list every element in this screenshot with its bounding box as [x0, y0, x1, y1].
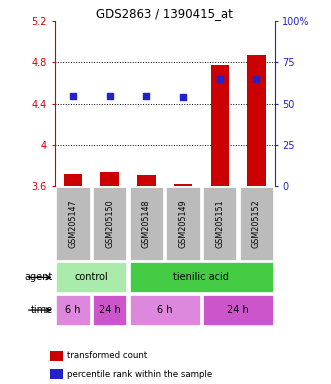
Bar: [211, 66, 229, 186]
Text: GSM205152: GSM205152: [252, 199, 261, 248]
Bar: [130, 295, 200, 325]
Point: [70, 93, 75, 99]
Bar: [93, 187, 126, 260]
Text: agent: agent: [24, 272, 52, 283]
Bar: [203, 187, 236, 260]
Bar: [240, 187, 273, 260]
Text: 6 h: 6 h: [65, 305, 81, 315]
Point: [254, 76, 259, 82]
Point: [217, 76, 222, 82]
Text: transformed count: transformed count: [67, 351, 148, 360]
Text: 24 h: 24 h: [227, 305, 249, 315]
Bar: [93, 295, 126, 325]
Text: GSM205149: GSM205149: [178, 199, 188, 248]
Text: GSM205148: GSM205148: [142, 199, 151, 248]
Bar: [166, 187, 200, 260]
Bar: [56, 262, 126, 293]
Text: control: control: [74, 272, 108, 283]
Text: GSM205147: GSM205147: [69, 199, 77, 248]
Bar: [50, 351, 63, 361]
Bar: [50, 369, 63, 379]
Bar: [174, 184, 192, 186]
Text: GSM205150: GSM205150: [105, 199, 114, 248]
Text: time: time: [30, 305, 52, 315]
Bar: [203, 295, 273, 325]
Bar: [101, 172, 119, 186]
Bar: [64, 174, 82, 186]
Bar: [130, 262, 273, 293]
Point: [144, 93, 149, 99]
Text: percentile rank within the sample: percentile rank within the sample: [67, 369, 213, 379]
Bar: [56, 295, 90, 325]
Text: tienilic acid: tienilic acid: [173, 272, 229, 283]
Title: GDS2863 / 1390415_at: GDS2863 / 1390415_at: [96, 7, 233, 20]
Text: GSM205151: GSM205151: [215, 199, 224, 248]
Bar: [56, 187, 90, 260]
Bar: [137, 175, 156, 186]
Point: [180, 94, 186, 101]
Text: 6 h: 6 h: [157, 305, 172, 315]
Bar: [130, 187, 163, 260]
Text: 24 h: 24 h: [99, 305, 120, 315]
Point: [107, 93, 112, 99]
Bar: [247, 55, 265, 186]
